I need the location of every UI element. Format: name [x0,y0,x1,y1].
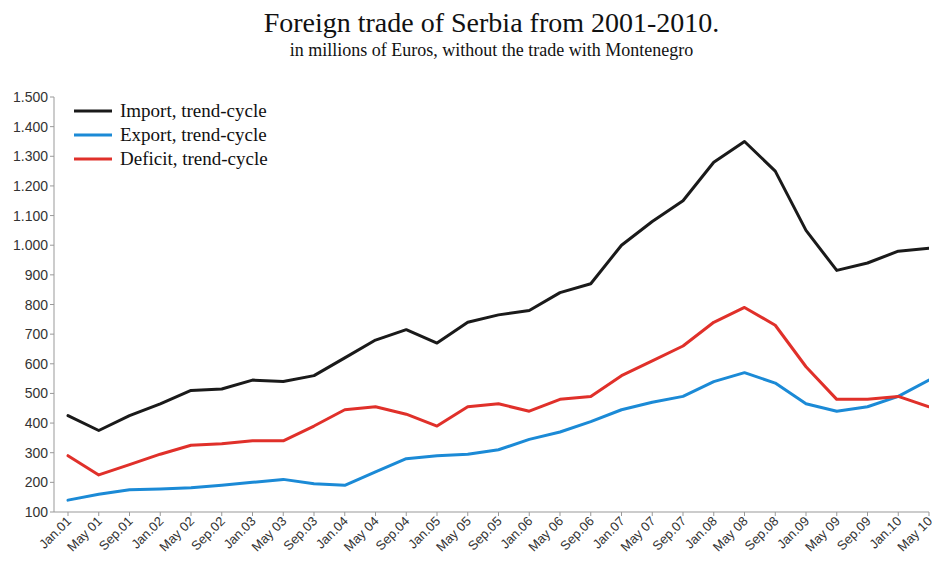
y-tick [50,215,54,216]
subtitle: in millions of Euros, without the trade … [290,40,693,60]
y-tick [50,334,54,335]
x-tick [929,512,930,516]
x-tick-label: Sep.08 [742,514,782,554]
x-tick-label: May 07 [618,514,659,555]
x-tick [744,512,745,516]
x-tick [621,512,622,516]
y-tick-label: 800 [25,297,49,313]
x-tick-label: May 03 [249,514,290,555]
x-tick-label: Sep.07 [649,514,689,554]
x-tick [68,512,69,516]
x-tick-label: May 09 [802,514,843,555]
x-tick [898,512,899,516]
x-tick [129,512,130,516]
legend-label: Deficit, trend-cycle [120,148,268,169]
series-line [68,141,929,430]
x-tick [560,512,561,516]
x-tick-label: May 06 [525,514,566,555]
x-tick [498,512,499,516]
y-tick [50,156,54,157]
x-tick [314,512,315,516]
legend: Import, trend-cycle Export, trend-cycle De… [74,100,268,169]
y-tick-label: 200 [25,474,49,490]
y-tick [50,126,54,127]
y-tick [50,393,54,394]
y-tick [50,482,54,483]
legend-swatch [74,110,112,113]
y-tick-label: 1.200 [13,178,48,194]
y-tick [50,452,54,453]
x-tick [344,512,345,516]
x-tick-label: Sep.04 [373,514,413,554]
y-tick-label: 1.000 [13,237,48,253]
x-tick-label: Sep.05 [465,514,505,554]
y-tick [50,97,54,98]
y-tick [50,245,54,246]
x-tick [683,512,684,516]
y-tick [50,304,54,305]
x-tick [836,512,837,516]
x-tick [406,512,407,516]
background [0,0,943,565]
legend-label: Export, trend-cycle [120,124,267,145]
x-tick [437,512,438,516]
y-tick-label: 600 [25,356,49,372]
y-tick-label: 400 [25,415,49,431]
x-tick-label: Sep.03 [280,514,320,554]
x-tick-label: May 08 [710,514,751,555]
y-tick [50,512,54,513]
x-tick-label: May 04 [341,514,382,555]
y-tick-label: 300 [25,445,49,461]
y-tick-label: 1.100 [13,208,48,224]
x-tick [806,512,807,516]
y-tick-label: 1.400 [13,119,48,135]
y-tick [50,423,54,424]
y-tick [50,274,54,275]
y-tick-label: 500 [25,385,49,401]
x-tick [529,512,530,516]
x-tick [467,512,468,516]
x-tick [98,512,99,516]
x-tick [652,512,653,516]
x-axis [54,512,929,513]
x-tick-label: Sep.01 [96,514,136,554]
x-tick-label: May 01 [64,514,105,555]
y-tick-label: 1.500 [13,89,48,105]
x-tick [191,512,192,516]
x-tick [160,512,161,516]
series-line [68,373,929,500]
legend-label: Import, trend-cycle [120,100,267,121]
x-tick-label: Sep.02 [188,514,228,554]
series-line [68,307,929,474]
x-tick-label: May 10 [894,514,935,555]
x-tick-label: May 02 [156,514,197,555]
x-tick-label: Sep.06 [557,514,597,554]
x-tick [590,512,591,516]
y-tick-label: 100 [25,504,49,520]
title: Foreign trade of Serbia from 2001-2010. [264,7,720,38]
x-tick [775,512,776,516]
x-tick [867,512,868,516]
x-tick [252,512,253,516]
y-tick-label: 1.300 [13,148,48,164]
x-tick [221,512,222,516]
x-tick-label: May 05 [433,514,474,555]
y-tick-label: 700 [25,326,49,342]
legend-swatch [74,158,112,161]
y-tick-label: 900 [25,267,49,283]
x-tick [283,512,284,516]
plot-area [68,141,929,500]
x-tick-label: Sep.09 [834,514,874,554]
x-tick [375,512,376,516]
legend-swatch [74,134,112,137]
chart: Foreign trade of Serbia from 2001-2010.i… [0,0,943,565]
y-tick [50,185,54,186]
x-tick [713,512,714,516]
y-tick [50,363,54,364]
